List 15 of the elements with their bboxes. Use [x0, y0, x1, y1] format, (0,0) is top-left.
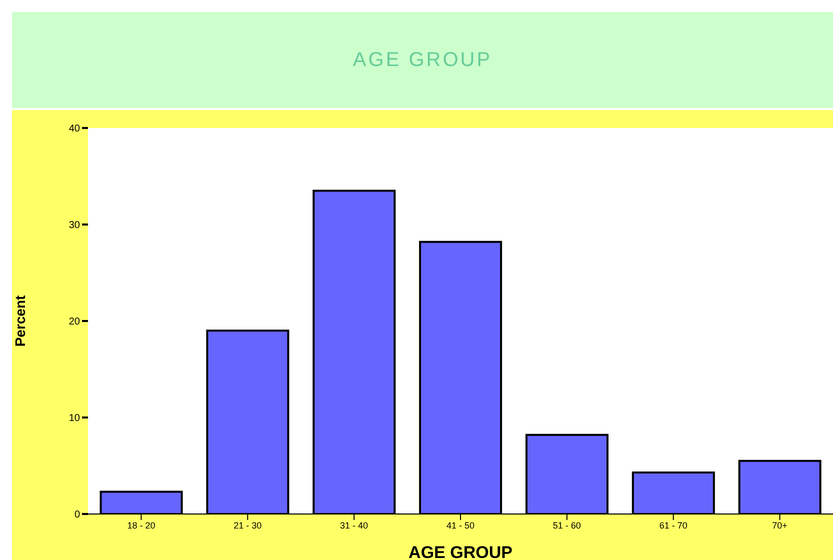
x-tick-label: 18 - 20 [127, 520, 156, 530]
x-tick-label: 70+ [772, 520, 788, 530]
x-axis-title: AGE GROUP [408, 543, 512, 560]
chart-title: AGE GROUP [12, 12, 833, 108]
y-axis-title: Percent [12, 294, 28, 347]
x-tick-label: 61 - 70 [659, 520, 688, 530]
x-tick-label: 31 - 40 [340, 520, 368, 530]
y-tick-label: 20 [68, 316, 80, 328]
y-tick-label: 10 [68, 413, 80, 424]
y-tick-label: 30 [68, 220, 80, 232]
y-tick-label: 40 [68, 124, 80, 135]
x-tick-label: 41 - 50 [446, 520, 475, 530]
y-tick-label: 0 [74, 510, 80, 521]
x-tick-label: 51 - 60 [552, 520, 581, 530]
x-tick-label: 21 - 30 [234, 520, 262, 530]
